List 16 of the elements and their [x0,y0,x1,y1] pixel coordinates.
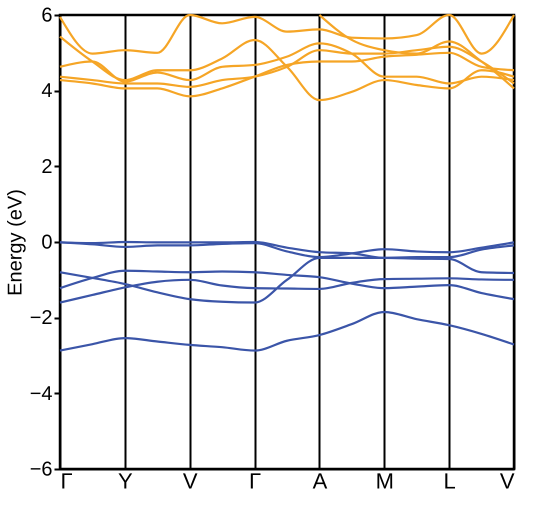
x-tick-label: V [182,468,198,494]
x-tick-label: Γ [60,468,73,494]
y-tick-label: 2 [41,156,52,178]
y-tick-label: 0 [41,232,52,254]
y-tick-label: 6 [41,4,52,26]
y-tick-label: −4 [30,382,52,405]
x-tick-label: V [500,468,515,494]
y-tick-label: 4 [41,80,52,102]
x-tick-label: A [312,468,328,494]
x-tick-label: Y [118,468,134,494]
y-tick-label: −6 [30,458,52,480]
x-tick-label: Γ [249,468,262,494]
y-tick-label: −2 [30,307,52,330]
x-tick-label: L [444,468,456,494]
y-axis-title: Energy (eV) [4,189,27,296]
x-tick-label: M [376,468,394,494]
